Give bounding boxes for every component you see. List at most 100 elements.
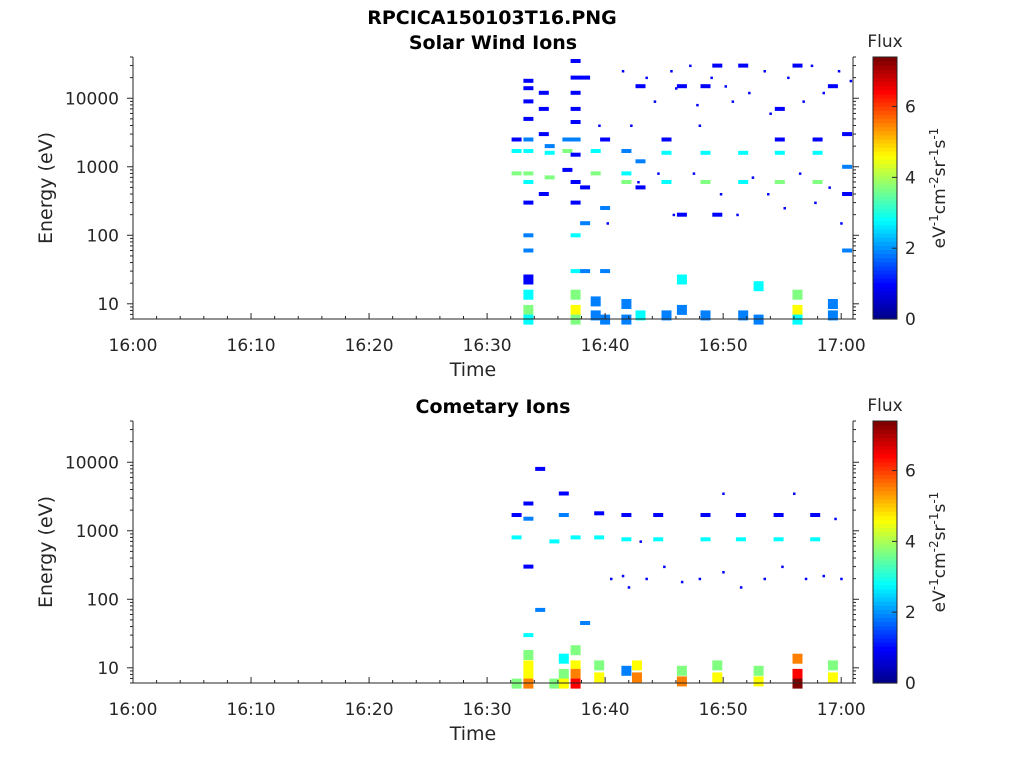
heatmap-cell xyxy=(621,665,632,676)
heatmap-cell xyxy=(700,180,711,184)
heatmap-cell xyxy=(580,269,591,274)
y-ticks: 10 100 1000 10000 xyxy=(65,420,859,684)
heatmap-cell xyxy=(570,678,581,689)
heatmap-cell xyxy=(523,137,534,142)
panel-1: Solar Wind Ions 16:00 16:10 16:20 16:30 16:40… xyxy=(35,32,950,381)
y-tick-label: 100 xyxy=(87,226,119,246)
y-tick-label: 10 xyxy=(97,659,119,679)
colorbar-segment xyxy=(873,110,897,115)
colorbar-segment xyxy=(873,527,897,533)
colorbar-segment xyxy=(873,543,897,549)
data-point xyxy=(840,577,843,581)
heatmap-cell xyxy=(570,289,581,300)
data-point xyxy=(748,91,751,95)
heatmap-cell xyxy=(712,212,723,217)
heatmap-cell xyxy=(511,535,522,540)
colorbar-segment xyxy=(873,531,897,537)
heatmap-cell xyxy=(558,491,569,496)
data-point xyxy=(724,85,727,88)
heatmap-cell xyxy=(523,564,534,569)
colorbar-segment xyxy=(873,433,897,438)
sparse-points xyxy=(610,492,843,589)
data-point xyxy=(731,100,735,103)
heatmap-cell xyxy=(580,75,591,80)
data-point xyxy=(736,213,739,217)
heatmap-cell xyxy=(570,75,581,80)
heatmap-cell xyxy=(570,535,581,540)
colorbar-segment xyxy=(873,102,897,107)
colorbar-segment xyxy=(873,421,897,426)
colorbar-segment xyxy=(873,208,897,214)
heatmap-cell xyxy=(712,660,723,671)
data-point xyxy=(645,577,648,581)
colorbar-title: Flux xyxy=(867,32,902,52)
colorbar-segment xyxy=(873,478,897,483)
heatmap-cell xyxy=(653,513,664,517)
data-point xyxy=(653,100,657,103)
colorbar-segment xyxy=(873,474,897,479)
heatmap-cell xyxy=(570,200,581,205)
colorbar-segment xyxy=(873,253,897,259)
heatmap-cell xyxy=(635,84,646,89)
colorbar-segment xyxy=(873,437,897,443)
heatmap-cell xyxy=(827,310,838,321)
heatmap-cell xyxy=(661,310,672,321)
heatmap-cell xyxy=(570,120,581,124)
x-tick-label: 16:50 xyxy=(699,700,748,720)
data-point xyxy=(828,186,831,189)
y-axis-label: Energy (eV) xyxy=(35,496,57,608)
colorbar-segment xyxy=(873,498,897,504)
data-point xyxy=(834,517,837,521)
data-point xyxy=(837,70,841,73)
colorbar-segment xyxy=(873,580,897,586)
heatmap-cell xyxy=(523,233,534,238)
data-point xyxy=(680,580,684,584)
colorbar-segment xyxy=(873,298,897,304)
heatmap-cell xyxy=(792,653,803,664)
colorbar-segment xyxy=(873,506,897,512)
colorbar-tick-label: 4 xyxy=(905,168,916,188)
heatmap-cell xyxy=(590,171,601,176)
panel-title: Solar Wind Ions xyxy=(409,32,577,54)
heatmap-cell xyxy=(735,537,746,542)
colorbar-segment xyxy=(873,118,897,124)
data-point xyxy=(621,70,625,73)
heatmap-cell xyxy=(827,299,838,309)
colorbar-segment xyxy=(873,572,897,578)
colorbar-segment xyxy=(873,310,897,316)
colorbar-tick-label: 2 xyxy=(905,239,916,259)
heatmap-cell xyxy=(635,159,646,164)
y-tick-label: 10 xyxy=(97,295,119,315)
x-axis-label: Time xyxy=(449,359,497,381)
colorbar: 0 2 4 6 Flux eV-1cm-2sr-1s-1 xyxy=(867,32,950,330)
heatmap-cell xyxy=(523,99,534,104)
colorbar-segment xyxy=(873,490,897,496)
heatmap-cell xyxy=(700,84,711,89)
y-tick-label: 1000 xyxy=(76,158,119,178)
heatmap-cell xyxy=(792,668,803,679)
data-point xyxy=(802,100,805,103)
x-tick-label: 16:00 xyxy=(109,336,158,356)
colorbar-segment xyxy=(873,642,897,647)
colorbar-segment xyxy=(873,179,897,185)
colorbar-tick-label: 6 xyxy=(905,98,916,118)
colorbar-segment xyxy=(873,646,897,651)
heatmap-cell xyxy=(621,537,632,542)
data-point xyxy=(787,76,790,80)
colorbar-segment xyxy=(873,605,897,610)
colorbar-segment xyxy=(873,502,897,508)
x-tick-label: 16:10 xyxy=(227,700,276,720)
heatmap-cell xyxy=(712,63,723,68)
heatmap-cell xyxy=(594,511,605,516)
colorbar-units-label: eV-1cm-2sr-1s-1 xyxy=(927,492,950,613)
heatmap-cell xyxy=(523,171,534,176)
heatmap-cell xyxy=(753,676,764,687)
colorbar-segment xyxy=(873,609,897,614)
x-tick-label: 16:20 xyxy=(345,700,394,720)
colorbar-segment xyxy=(873,257,897,263)
heatmap-cell xyxy=(523,501,534,506)
heatmap-cell xyxy=(774,150,785,155)
colorbar-segment xyxy=(873,654,897,660)
colorbar-segment xyxy=(873,449,897,455)
